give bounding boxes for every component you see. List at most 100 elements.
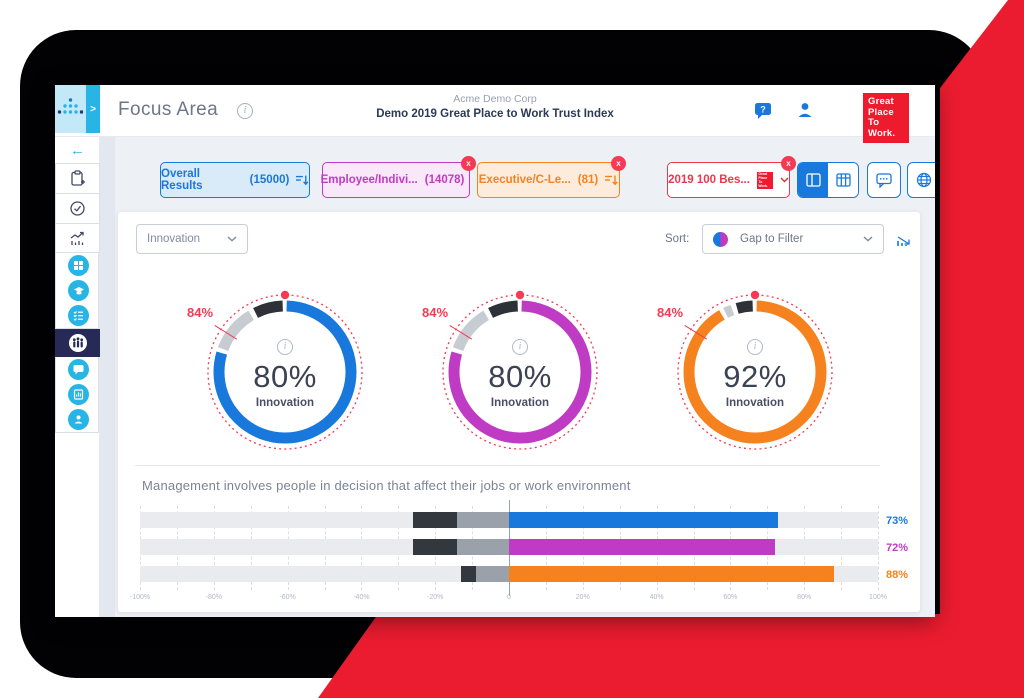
benchmark-circle	[442, 294, 598, 450]
scroll-gutter[interactable]	[100, 137, 115, 617]
sidebar-item-statements[interactable]	[56, 303, 101, 328]
bar-value-label: 72%	[886, 542, 909, 554]
donut-ring	[207, 290, 363, 450]
neutral-segment	[475, 566, 509, 582]
sidebar-item-trends[interactable]	[55, 223, 100, 253]
benchmark-dot	[515, 290, 525, 300]
sidebar-item-survey-builder[interactable]	[55, 163, 100, 193]
window-header: > Focus Area i Acme Demo Corp Demo 2019 …	[55, 85, 935, 143]
comments-button[interactable]	[867, 162, 901, 198]
view-toggle-panel-grid[interactable]	[828, 163, 858, 197]
neutral-segment	[457, 539, 509, 555]
donut-ring	[677, 290, 833, 450]
org-name: Acme Demo Corp	[453, 93, 537, 105]
globe-icon	[916, 172, 931, 188]
positive-arc	[213, 300, 357, 444]
filter-chip-2[interactable]: Executive/C-Le... (81) x	[477, 156, 626, 198]
dashboard-grid-icon	[74, 261, 83, 270]
sidebar-item-comments[interactable]	[56, 357, 101, 382]
axis-tick-label: 20%	[575, 594, 590, 601]
benchmark-label: 84%	[422, 305, 449, 320]
benchmark-label: 84%	[657, 305, 684, 320]
axis-tick-label: -80%	[205, 594, 222, 601]
donut-label: Innovation	[255, 397, 315, 409]
svg-text:?: ?	[760, 105, 766, 115]
donut-ring	[442, 290, 598, 450]
sidebar-expand-chevron[interactable]: >	[86, 85, 100, 133]
user-icon[interactable]	[795, 100, 815, 120]
remove-filter-icon[interactable]: x	[611, 156, 626, 171]
bar-row-0	[140, 512, 878, 528]
positive-arc	[683, 300, 827, 444]
sort-select[interactable]: Gap to Filter	[702, 224, 884, 254]
statement-bar-chart: 73% 72% 88% -100% -80% -60% -40% -20% 0 20% 40% 6…	[130, 500, 908, 604]
survey-context: Acme Demo Corp Demo 2019 Great Place to …	[376, 93, 614, 120]
clock-check-icon	[70, 201, 85, 216]
graduation-cap-icon	[73, 286, 84, 294]
axis-tick-label: -40%	[353, 594, 370, 601]
page-title: Focus Area	[118, 99, 219, 120]
benchmark-filter-chip[interactable]: 2019 100 Bes... Great Place To Work. x	[667, 156, 796, 198]
back-arrow-icon: ←	[70, 141, 85, 159]
benchmark-dot	[750, 290, 760, 300]
benchmark-chip-label: 2019 100 Bes...	[668, 174, 750, 186]
chip-label: Overall Results	[161, 168, 203, 192]
sidebar-item-pulse[interactable]	[55, 193, 100, 223]
remove-filter-icon[interactable]: x	[461, 156, 476, 171]
axis-tick-label: 60%	[723, 594, 738, 601]
negative-segment	[413, 512, 458, 528]
sort-select-value: Gap to Filter	[740, 233, 804, 245]
focus-dimension-select[interactable]: Innovation	[136, 224, 248, 254]
axis-tick-label: 0	[507, 594, 511, 601]
chip-count: (14078)	[424, 174, 465, 186]
positive-segment	[509, 566, 834, 582]
chip-label: Executive/C-Le...	[478, 174, 571, 186]
filter-chip-1[interactable]: Employee/Indivi... (14078) x	[321, 156, 476, 198]
focus-select-value: Innovation	[147, 233, 201, 245]
focus-area-card: Innovation Sort: Gap to Filter 84%	[118, 212, 920, 612]
positive-arc	[448, 300, 592, 444]
people-icon	[68, 334, 87, 352]
sidebar-item-focus-area-active[interactable]	[55, 329, 100, 357]
page-info-icon[interactable]: i	[237, 103, 253, 119]
comments-icon	[73, 365, 84, 375]
positive-segment	[509, 512, 779, 528]
language-button[interactable]	[907, 162, 935, 198]
filter-chip-0[interactable]: Overall Results (15000)	[160, 162, 310, 198]
bar-value-label: 88%	[886, 569, 909, 581]
app-window: > Focus Area i Acme Demo Corp Demo 2019 …	[55, 85, 935, 617]
remove-benchmark-icon[interactable]: x	[781, 156, 796, 171]
donut-info-icon[interactable]: i	[747, 339, 763, 355]
layout-split-icon	[805, 173, 821, 187]
donut-value: 80%	[488, 359, 552, 394]
sidebar-item-reports[interactable]	[56, 382, 101, 407]
checklist-icon	[73, 311, 83, 321]
donut-chart-0: 84% i 80% Innovation	[185, 267, 385, 485]
chip-count: (15000)	[249, 174, 290, 186]
emprising-logo[interactable]	[55, 85, 86, 133]
help-icon[interactable]: ?	[753, 100, 773, 120]
sidebar-item-dashboard[interactable]	[56, 253, 101, 278]
chevron-down-icon	[780, 177, 789, 183]
bar-axis: -100% -80% -60% -40% -20% 0 20% 40% 60% 80% 100%	[130, 594, 887, 604]
trend-chart-icon	[70, 231, 84, 245]
gptw-mini-logo-icon: Great Place To Work.	[756, 171, 773, 189]
sort-order-icon[interactable]	[895, 231, 913, 247]
bar-row-1	[140, 539, 878, 555]
statement-text: Management involves people in decision t…	[142, 478, 631, 493]
view-toggle-panel-left[interactable]	[798, 163, 828, 197]
sidebar-group-feedback	[55, 357, 99, 433]
donut-info-icon[interactable]: i	[277, 339, 293, 355]
donut-info-icon[interactable]: i	[512, 339, 528, 355]
gptw-brand-logo: Great Place To Work.	[863, 93, 909, 143]
positive-segment	[509, 539, 775, 555]
negative-segment	[413, 539, 458, 555]
axis-tick-label: -60%	[279, 594, 296, 601]
sidebar-item-profile[interactable]	[56, 407, 101, 432]
report-icon	[73, 389, 84, 400]
gridline	[878, 506, 879, 590]
sidebar-item-culture-audit[interactable]	[56, 278, 101, 303]
content-area: Overall Results (15000) Employee/Indivi.…	[100, 137, 935, 617]
sidebar-collapse-button[interactable]: ←	[55, 137, 100, 163]
sort-label: Sort:	[665, 233, 690, 245]
